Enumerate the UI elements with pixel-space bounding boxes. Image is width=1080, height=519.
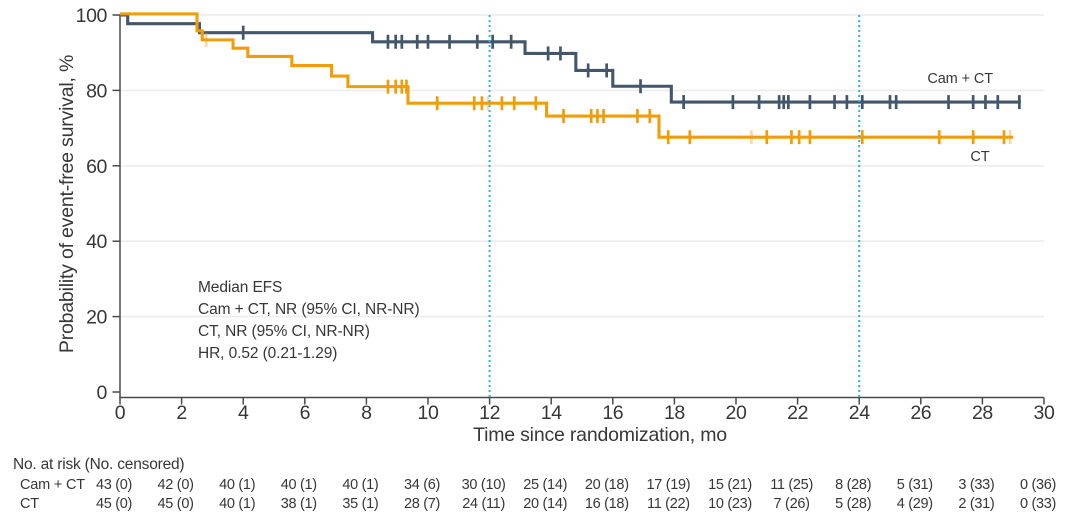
risk-value: 10 (23) (708, 496, 752, 512)
survival-curve-ct (120, 12, 1014, 139)
risk-value: 43 (0) (96, 477, 132, 493)
risk-value: 3 (33) (958, 477, 994, 493)
risk-value: 16 (18) (585, 496, 629, 512)
risk-value: 35 (1) (342, 496, 378, 512)
x-tick-label: 24 (849, 402, 870, 424)
curve-label-cam-ct: Cam + CT (927, 71, 993, 87)
curves-layer (120, 12, 1021, 145)
x-tick-label: 12 (479, 402, 500, 424)
y-tick-label: 20 (86, 307, 107, 329)
risk-value: 40 (1) (281, 477, 317, 493)
annotation-hazard-ratio: HR, 0.52 (0.21-1.29) (198, 345, 337, 362)
risk-value: 15 (21) (708, 477, 752, 493)
gridlines-layer (120, 14, 1044, 318)
risk-values-layer: 43 (0) 42 (0) 40 (1) 40 (1) 40 (1) 34 (6) 30 (… (96, 477, 1056, 512)
y-tick-label: 40 (86, 231, 107, 253)
risk-value: 38 (1) (281, 496, 317, 512)
x-tick-label: 20 (726, 402, 747, 424)
risk-value: 11 (22) (647, 496, 690, 512)
risk-value: 30 (10) (462, 477, 506, 493)
x-tick-label: 22 (787, 402, 808, 424)
risk-value: 28 (7) (404, 496, 440, 512)
risk-value: 34 (6) (404, 477, 440, 493)
risk-value: 4 (29) (897, 496, 933, 512)
risk-value: 40 (1) (342, 477, 378, 493)
x-tick-label: 18 (664, 402, 685, 424)
annotation-camct-ci: Cam + CT, NR (95% CI, NR-NR) (198, 301, 420, 318)
y-tick-label: 100 (76, 5, 108, 27)
risk-value: 42 (0) (158, 477, 194, 493)
risk-value: 8 (28) (835, 477, 871, 493)
risk-value: 2 (31) (958, 496, 994, 512)
annotation-ct-ci: CT, NR (95% CI, NR-NR) (198, 323, 370, 340)
x-tick-label: 2 (176, 402, 186, 424)
risk-row-label-ct: CT (20, 496, 39, 512)
risk-value: 7 (26) (774, 496, 810, 512)
risk-value: 40 (1) (219, 477, 255, 493)
risk-value: 0 (33) (1020, 496, 1056, 512)
x-tick-label: 0 (115, 402, 126, 424)
x-tick-label: 8 (361, 402, 371, 424)
risk-value: 5 (28) (835, 496, 871, 512)
y-tick-label: 0 (97, 382, 108, 404)
risk-row-label-cam-ct: Cam + CT (20, 477, 85, 493)
risk-value: 5 (31) (897, 477, 933, 493)
x-tick-label: 26 (910, 402, 931, 424)
risk-value: 20 (18) (585, 477, 629, 493)
x-tick-label: 10 (418, 402, 439, 424)
x-tick-label: 14 (541, 402, 562, 424)
risk-value: 40 (1) (219, 496, 255, 512)
x-tick-label: 30 (1034, 402, 1055, 424)
reference-lines-layer (488, 15, 861, 398)
risk-value: 0 (36) (1020, 477, 1056, 493)
x-tick-label: 16 (602, 402, 623, 424)
y-tick-label: 60 (86, 156, 107, 178)
risk-table-header: No. at risk (No. censored) (13, 456, 184, 473)
x-tick-label: 6 (300, 402, 310, 424)
risk-value: 11 (25) (770, 477, 813, 493)
x-tick-label: 4 (238, 402, 249, 424)
risk-value: 24 (11) (462, 496, 505, 512)
survival-curve-cam-ct (120, 13, 1021, 104)
y-tick-label: 80 (86, 80, 107, 102)
risk-value: 17 (19) (646, 477, 690, 493)
curve-label-ct: CT (970, 149, 989, 165)
x-tick-label: 28 (972, 402, 993, 424)
risk-value: 20 (14) (523, 496, 567, 512)
x-axis-title: Time since randomization, mo (473, 424, 727, 446)
risk-value: 45 (0) (96, 496, 132, 512)
risk-value: 25 (14) (523, 477, 567, 493)
risk-value: 45 (0) (158, 496, 194, 512)
y-axis-title: Probability of event-free survival, % (56, 55, 78, 353)
annotation-median-efs: Median EFS (198, 279, 282, 296)
